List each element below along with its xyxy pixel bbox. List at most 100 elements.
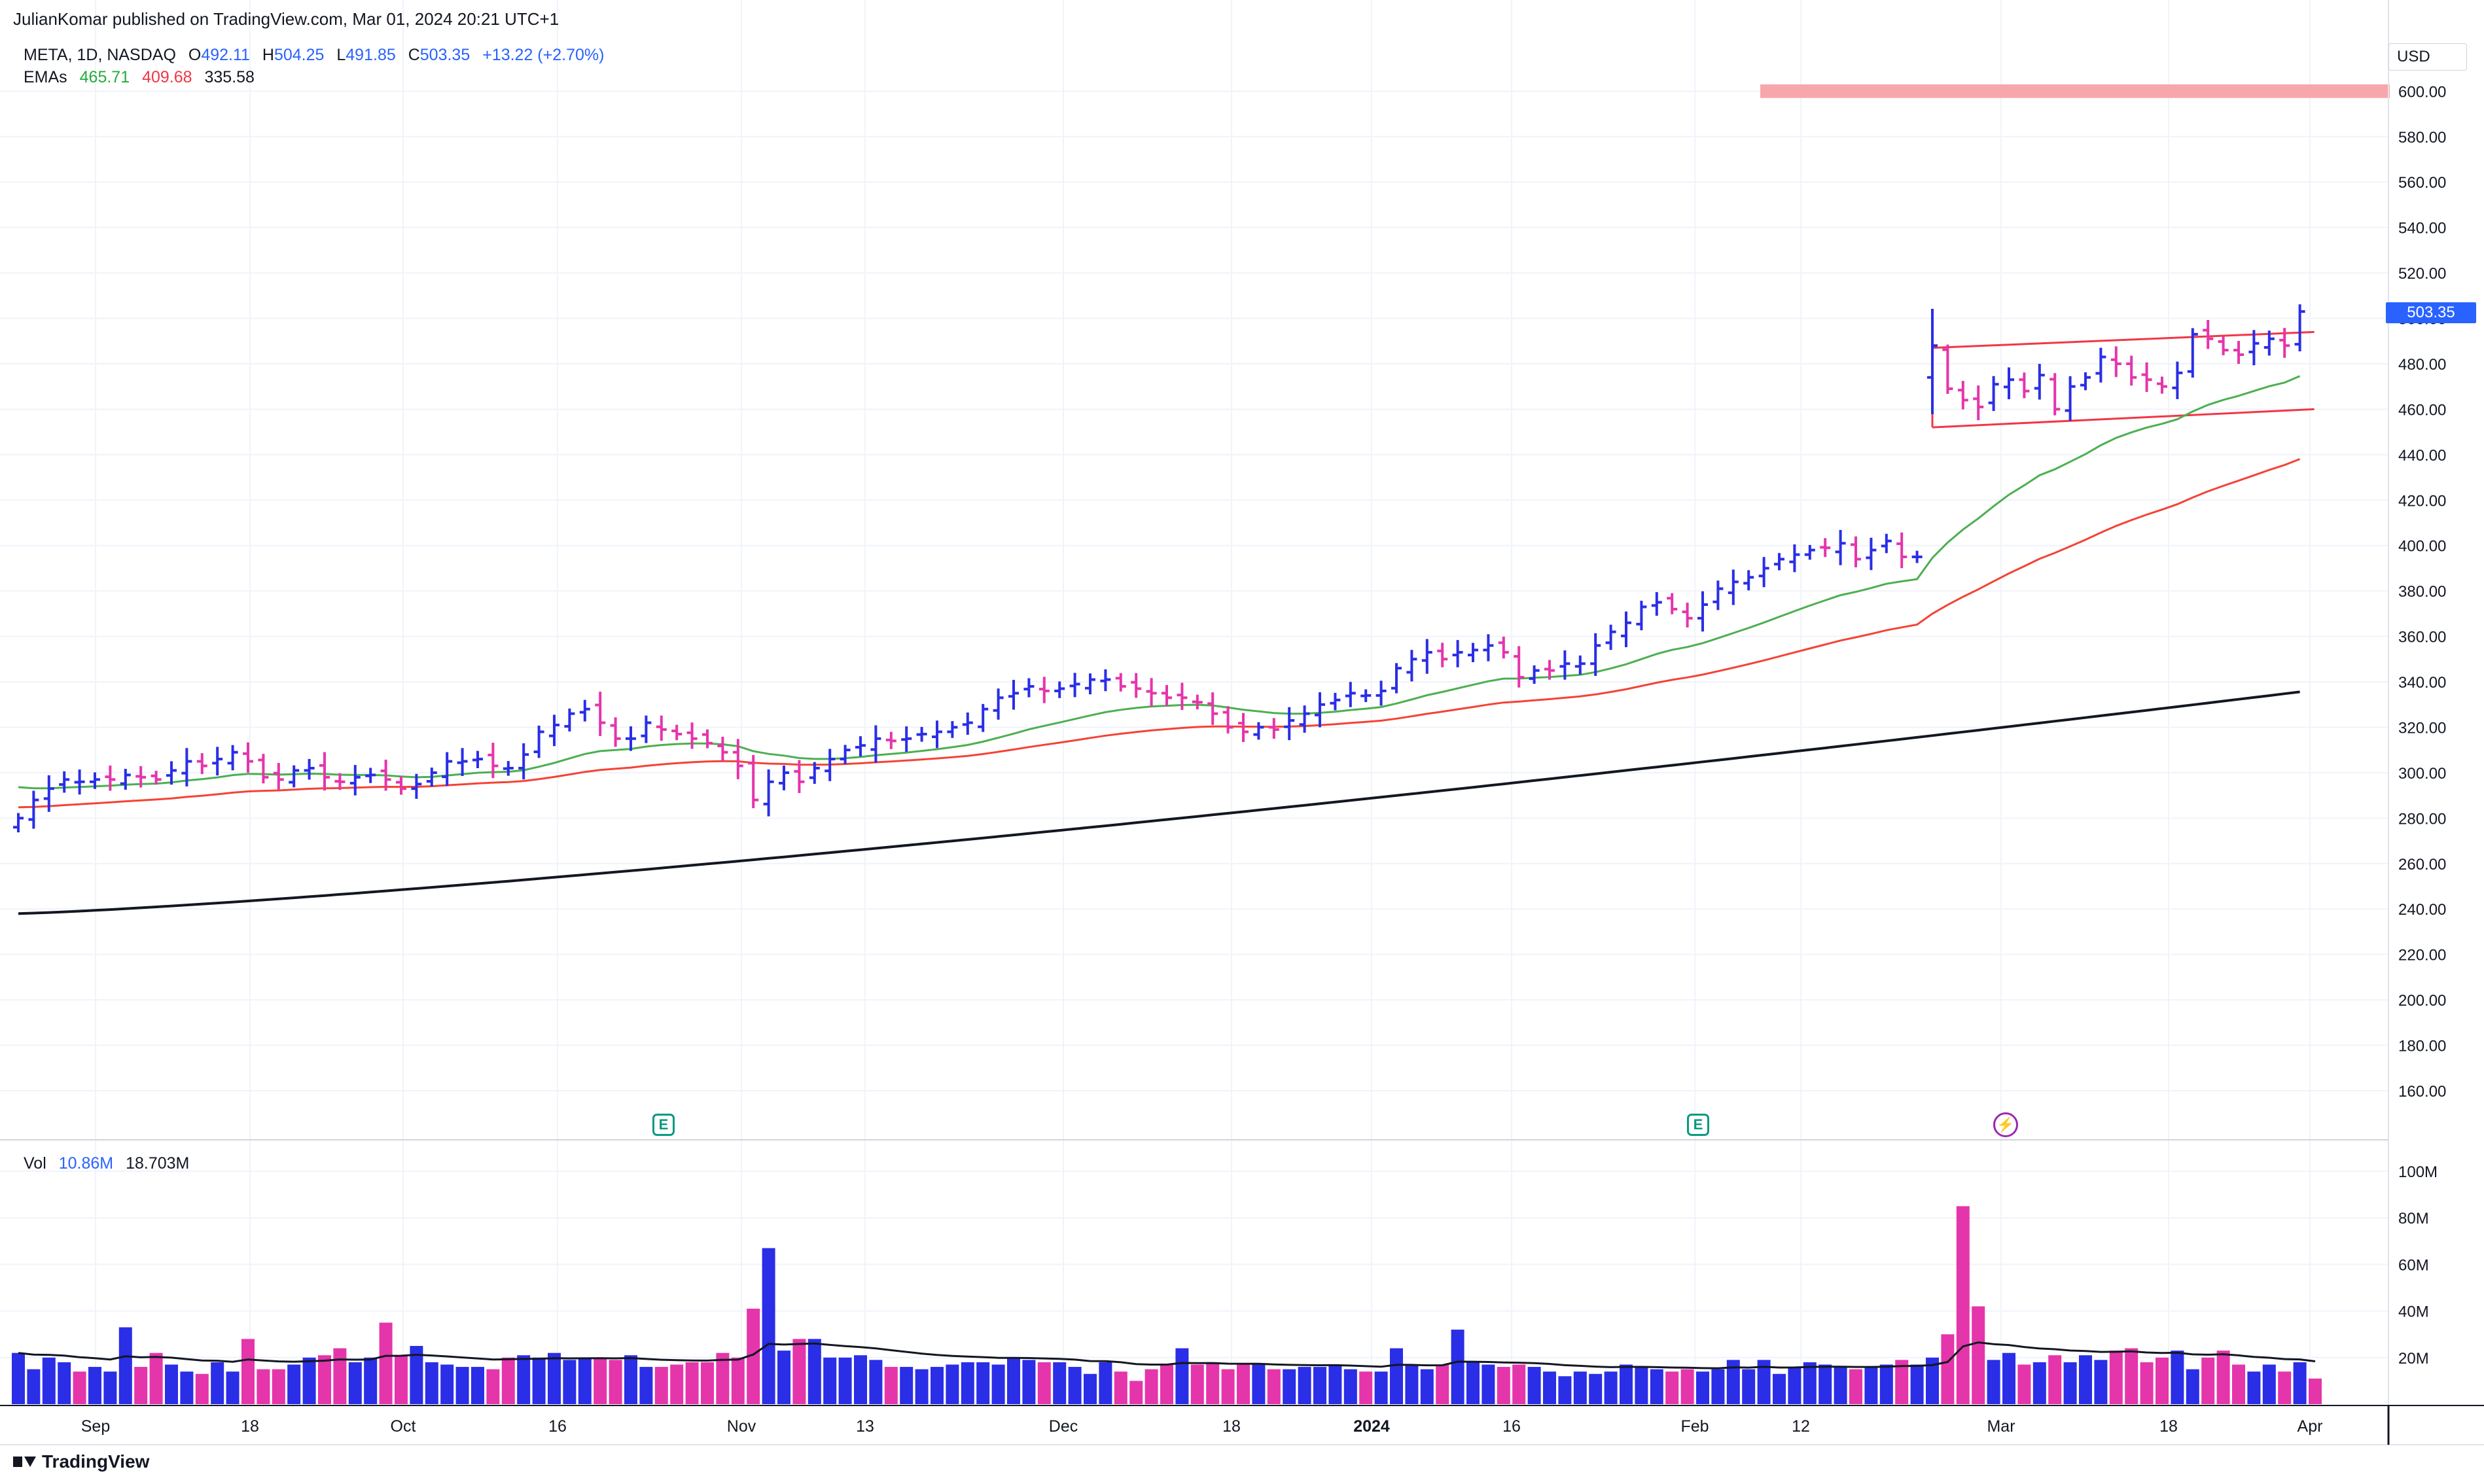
volume-bar	[1543, 1371, 1556, 1404]
volume-legend: Vol 10.86M 18.703M	[24, 1154, 189, 1173]
volume-bar	[1972, 1306, 1985, 1404]
ohlc-bar	[1651, 592, 1662, 616]
ohlc-bar	[1100, 669, 1111, 692]
ohlc-bar	[1192, 694, 1203, 710]
ohlc-bar	[334, 773, 346, 790]
volume-bar	[1283, 1369, 1296, 1404]
currency-button[interactable]: USD	[2388, 43, 2467, 71]
ohlc-bar	[702, 729, 713, 749]
volume-bar	[2216, 1351, 2230, 1404]
volume-bar	[42, 1357, 56, 1404]
price-tick-label: 440.00	[2398, 447, 2446, 465]
volume-bar	[425, 1362, 438, 1404]
volume-bar	[1099, 1362, 1112, 1404]
volume-bar	[517, 1355, 531, 1404]
volume-bar	[1834, 1367, 1847, 1404]
volume-bar	[654, 1367, 668, 1404]
ohlc-bar	[794, 760, 805, 793]
time-tick-label: 16	[1502, 1417, 1521, 1436]
volume-bar	[624, 1355, 637, 1404]
volume-bar	[2293, 1362, 2307, 1404]
ohlc-bar	[181, 748, 192, 786]
ohlc-bar	[1468, 643, 1478, 663]
volume-bar	[1007, 1357, 1020, 1404]
ohlc-bar	[1375, 680, 1387, 706]
volume-bar	[455, 1367, 469, 1404]
volume-bar	[1604, 1371, 1618, 1404]
ohlc-bar	[2294, 304, 2305, 352]
low-value: 491.85	[346, 46, 396, 64]
volume-bar	[1757, 1360, 1771, 1404]
ema-slow-value: 335.58	[204, 68, 255, 86]
volume-bar	[1895, 1360, 1909, 1404]
volume-bar	[88, 1367, 101, 1404]
ohlc-bar	[809, 762, 820, 784]
volume-bar	[2002, 1352, 2015, 1404]
volume-bar	[1558, 1376, 1572, 1404]
volume-bar	[1742, 1369, 1756, 1404]
ohlc-bar	[1391, 663, 1402, 694]
dividend-badge[interactable]: ⚡	[1993, 1112, 2018, 1137]
ohlc-bar	[1207, 692, 1218, 725]
volume-bar	[333, 1348, 347, 1404]
ohlc-bar	[1345, 682, 1356, 707]
ohlc-bar	[488, 743, 499, 779]
volume-bar	[2032, 1362, 2046, 1404]
volume-bar	[364, 1357, 378, 1404]
ohlc-bar	[1085, 673, 1095, 695]
ohlc-bar	[365, 768, 376, 783]
volume-bar	[548, 1352, 561, 1404]
ohlc-bar	[1177, 682, 1188, 711]
volume-bar	[792, 1339, 806, 1404]
ohlc-bar	[1452, 640, 1463, 667]
ohlc-bar	[993, 688, 1004, 720]
price-tick-label: 400.00	[2398, 538, 2446, 556]
earnings-badge-oct[interactable]: E	[652, 1114, 675, 1136]
volume-bar	[1620, 1364, 1633, 1404]
volume-bar	[1390, 1348, 1403, 1404]
high-label: H	[262, 46, 274, 64]
ohlc-bar	[1131, 673, 1142, 698]
ohlc-bar	[1590, 633, 1601, 677]
volume-bar	[1879, 1364, 1893, 1404]
ohlc-bar	[1330, 692, 1341, 711]
time-tick-label: 13	[856, 1417, 874, 1436]
open-label: O	[188, 46, 202, 64]
ohlc-bar	[1437, 643, 1448, 667]
price-tick-label: 240.00	[2398, 901, 2446, 919]
price-tick-label: 320.00	[2398, 719, 2446, 737]
resistance-zone	[1760, 84, 2390, 98]
ohlc-bar	[2218, 336, 2229, 355]
volume-bar	[747, 1309, 760, 1404]
ohlc-bar	[870, 725, 881, 763]
volume-bar	[165, 1364, 178, 1404]
volume-bar	[731, 1357, 745, 1404]
ohlc-bar	[396, 776, 406, 795]
volume-bar	[2048, 1355, 2062, 1404]
ohlc-bar	[855, 736, 866, 757]
ohlc-bar	[1911, 550, 1923, 563]
volume-bar	[440, 1364, 454, 1404]
ema-fast-value: 465.71	[79, 68, 130, 86]
channel-upper-line	[1932, 330, 2315, 349]
ohlc-bar	[1483, 634, 1494, 662]
time-tick-label: Feb	[1680, 1417, 1709, 1436]
ohlc-bar	[503, 761, 514, 776]
ohlc-bar	[748, 754, 759, 809]
volume-bar	[976, 1362, 990, 1404]
ohlc-bar	[2080, 372, 2091, 391]
volume-bar	[2278, 1371, 2292, 1404]
ohlc-bar	[1605, 624, 1616, 650]
publisher-line: JulianKomar published on TradingView.com…	[13, 9, 559, 29]
volume-bar	[195, 1373, 209, 1404]
ohlc-bar	[1069, 673, 1080, 698]
earnings-badge-feb[interactable]: E	[1687, 1114, 1709, 1136]
ohlc-bar	[1238, 713, 1249, 743]
ohlc-bar	[1315, 692, 1325, 728]
ohlc-bar	[457, 748, 468, 776]
ohlc-bar	[1743, 570, 1754, 591]
ohlc-bar	[1284, 707, 1295, 741]
volume-bar	[915, 1369, 929, 1404]
volume-bar	[2232, 1364, 2245, 1404]
